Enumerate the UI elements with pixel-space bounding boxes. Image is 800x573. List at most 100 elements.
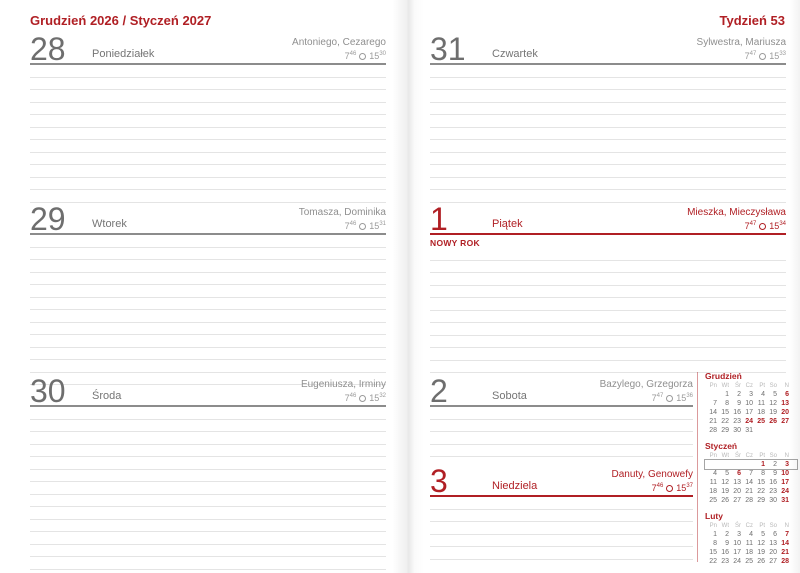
rule-line [430, 128, 786, 140]
sunrise-minute: 47 [656, 393, 664, 399]
mc-weekday-row: Pn Wt Śr Cz Pt So N [705, 452, 797, 460]
mc-day-cell: 22 [709, 558, 717, 565]
day-section: 1 Piątek Mieszka, Mieczysława 747 1534 NOWY R… [430, 200, 786, 373]
sun-icon [359, 222, 367, 230]
writing-lines [30, 235, 386, 385]
writing-lines [30, 407, 386, 570]
mini-calendar-title: Luty [705, 511, 723, 521]
day-name: Poniedziałek [92, 48, 155, 60]
rule-line [430, 153, 786, 165]
rule-line [30, 90, 386, 103]
day-header-right: Eugeniusza, Irminy 746 1532 [301, 379, 386, 404]
sunset-hour: 15 [769, 51, 780, 61]
mc-day-cell: 26 [769, 418, 777, 425]
mc-day-cell: 24 [781, 488, 789, 495]
rule-line [30, 153, 386, 165]
mc-day-cell: 11 [709, 479, 717, 486]
mc-week-row: 4 5 6 7 8 9 10 [705, 469, 797, 478]
rule-line [30, 407, 386, 420]
sunset-minute: 31 [379, 221, 386, 227]
mc-weekday-cell: So [769, 523, 777, 529]
mc-day-cell: 26 [721, 497, 729, 504]
rule-line [30, 532, 386, 545]
mc-day-cell: 7 [749, 470, 753, 477]
mc-day-cell: 19 [769, 409, 777, 416]
name-days: Danuty, Genowefy [611, 469, 693, 480]
mc-day-cell: 21 [709, 418, 717, 425]
sunset-hour: 15 [676, 393, 687, 403]
rule-line [430, 432, 693, 445]
mc-day-cell: 18 [745, 549, 753, 556]
day-header-right: Bazylego, Grzegorza 747 1536 [600, 379, 693, 404]
mc-day-cell: 24 [733, 558, 741, 565]
mc-day-cell: 31 [745, 427, 753, 434]
left-page: Grudzień 2026 / Styczeń 2027 28 Poniedzia… [30, 13, 386, 570]
sunset-hour: 15 [676, 483, 687, 493]
mini-calendar: Styczeń Pn Wt Śr Cz Pt So N 1 2 3 4 5 6 7 8 9 10 11 12 13 14 1… [704, 441, 798, 505]
rule-line [30, 285, 386, 298]
mc-day-cell: 27 [733, 497, 741, 504]
sunrise-minute: 46 [349, 221, 357, 227]
mc-week-row: 21 22 23 24 25 26 27 [705, 417, 797, 426]
mc-day-cell: 5 [773, 391, 777, 398]
rule-line [30, 298, 386, 310]
day-name: Wtorek [92, 218, 127, 230]
mc-day-cell: 28 [709, 427, 717, 434]
sun-times: 746 1537 [611, 481, 693, 494]
day-number: 1 [430, 201, 448, 237]
writing-lines [430, 65, 786, 203]
right-page: Tydzień 53 31 Czwartek Sylwestra, Mariusza… [400, 0, 800, 573]
mc-day-cell: 8 [725, 400, 729, 407]
rule-line [430, 336, 786, 348]
rule-line [30, 78, 386, 90]
mini-calendar-divider [697, 372, 698, 562]
writing-lines [30, 65, 386, 203]
sun-times: 746 1530 [292, 49, 386, 62]
name-days: Antoniego, Cezarego [292, 37, 386, 48]
rule-line [30, 482, 386, 495]
rule-line [430, 497, 693, 510]
sun-times: 747 1533 [697, 49, 786, 62]
rule-line [30, 445, 386, 457]
mc-day-cell: 6 [785, 391, 789, 398]
mc-day-cell: 24 [745, 418, 753, 425]
day-header: 29 Wtorek Tomasza, Dominika 746 1531 [30, 200, 386, 235]
rule-line [30, 103, 386, 115]
rule-line [30, 360, 386, 373]
sun-times: 747 1534 [687, 219, 786, 232]
rule-line [30, 65, 386, 78]
rule-line [30, 248, 386, 260]
sunset-minute: 30 [379, 51, 386, 57]
mc-day-cell: 10 [745, 400, 753, 407]
rule-line [430, 248, 786, 261]
sun-icon [759, 52, 767, 60]
mc-weekday-cell: Pn [709, 523, 717, 529]
sunset-hour: 15 [769, 221, 780, 231]
name-days: Mieszka, Mieczysława [687, 207, 786, 218]
sunrise-hour: 7 [344, 221, 350, 231]
mc-weekday-cell: N [784, 383, 789, 389]
mc-day-cell: 25 [745, 558, 753, 565]
day-header: 2 Sobota Bazylego, Grzegorza 747 1536 [430, 372, 693, 407]
rule-line [430, 298, 786, 311]
mc-weekday-cell: So [769, 453, 777, 459]
day-section: 2 Sobota Bazylego, Grzegorza 747 1536 [430, 372, 693, 460]
sunset-hour: 15 [369, 393, 380, 403]
mc-day-cell: 27 [781, 418, 789, 425]
rule-line [30, 457, 386, 470]
mc-day-cell: 25 [757, 418, 765, 425]
mc-day-cell: 23 [769, 488, 777, 495]
rule-line [30, 165, 386, 178]
mc-day-cell: 22 [721, 418, 729, 425]
mc-day-cell: 5 [761, 531, 765, 538]
mc-week-row: 18 19 20 21 22 23 24 [705, 487, 797, 496]
rule-line [430, 407, 693, 420]
mc-day-cell: 7 [713, 400, 717, 407]
page-title-month: Grudzień 2026 / Styczeń 2027 [30, 13, 212, 28]
rule-line [430, 286, 786, 298]
sunrise-hour: 7 [344, 51, 350, 61]
mc-day-cell: 19 [757, 549, 765, 556]
mc-day-cell: 11 [757, 400, 765, 407]
mc-weekday-cell: Pt [759, 523, 765, 529]
mc-weekday-cell: Pt [759, 383, 765, 389]
